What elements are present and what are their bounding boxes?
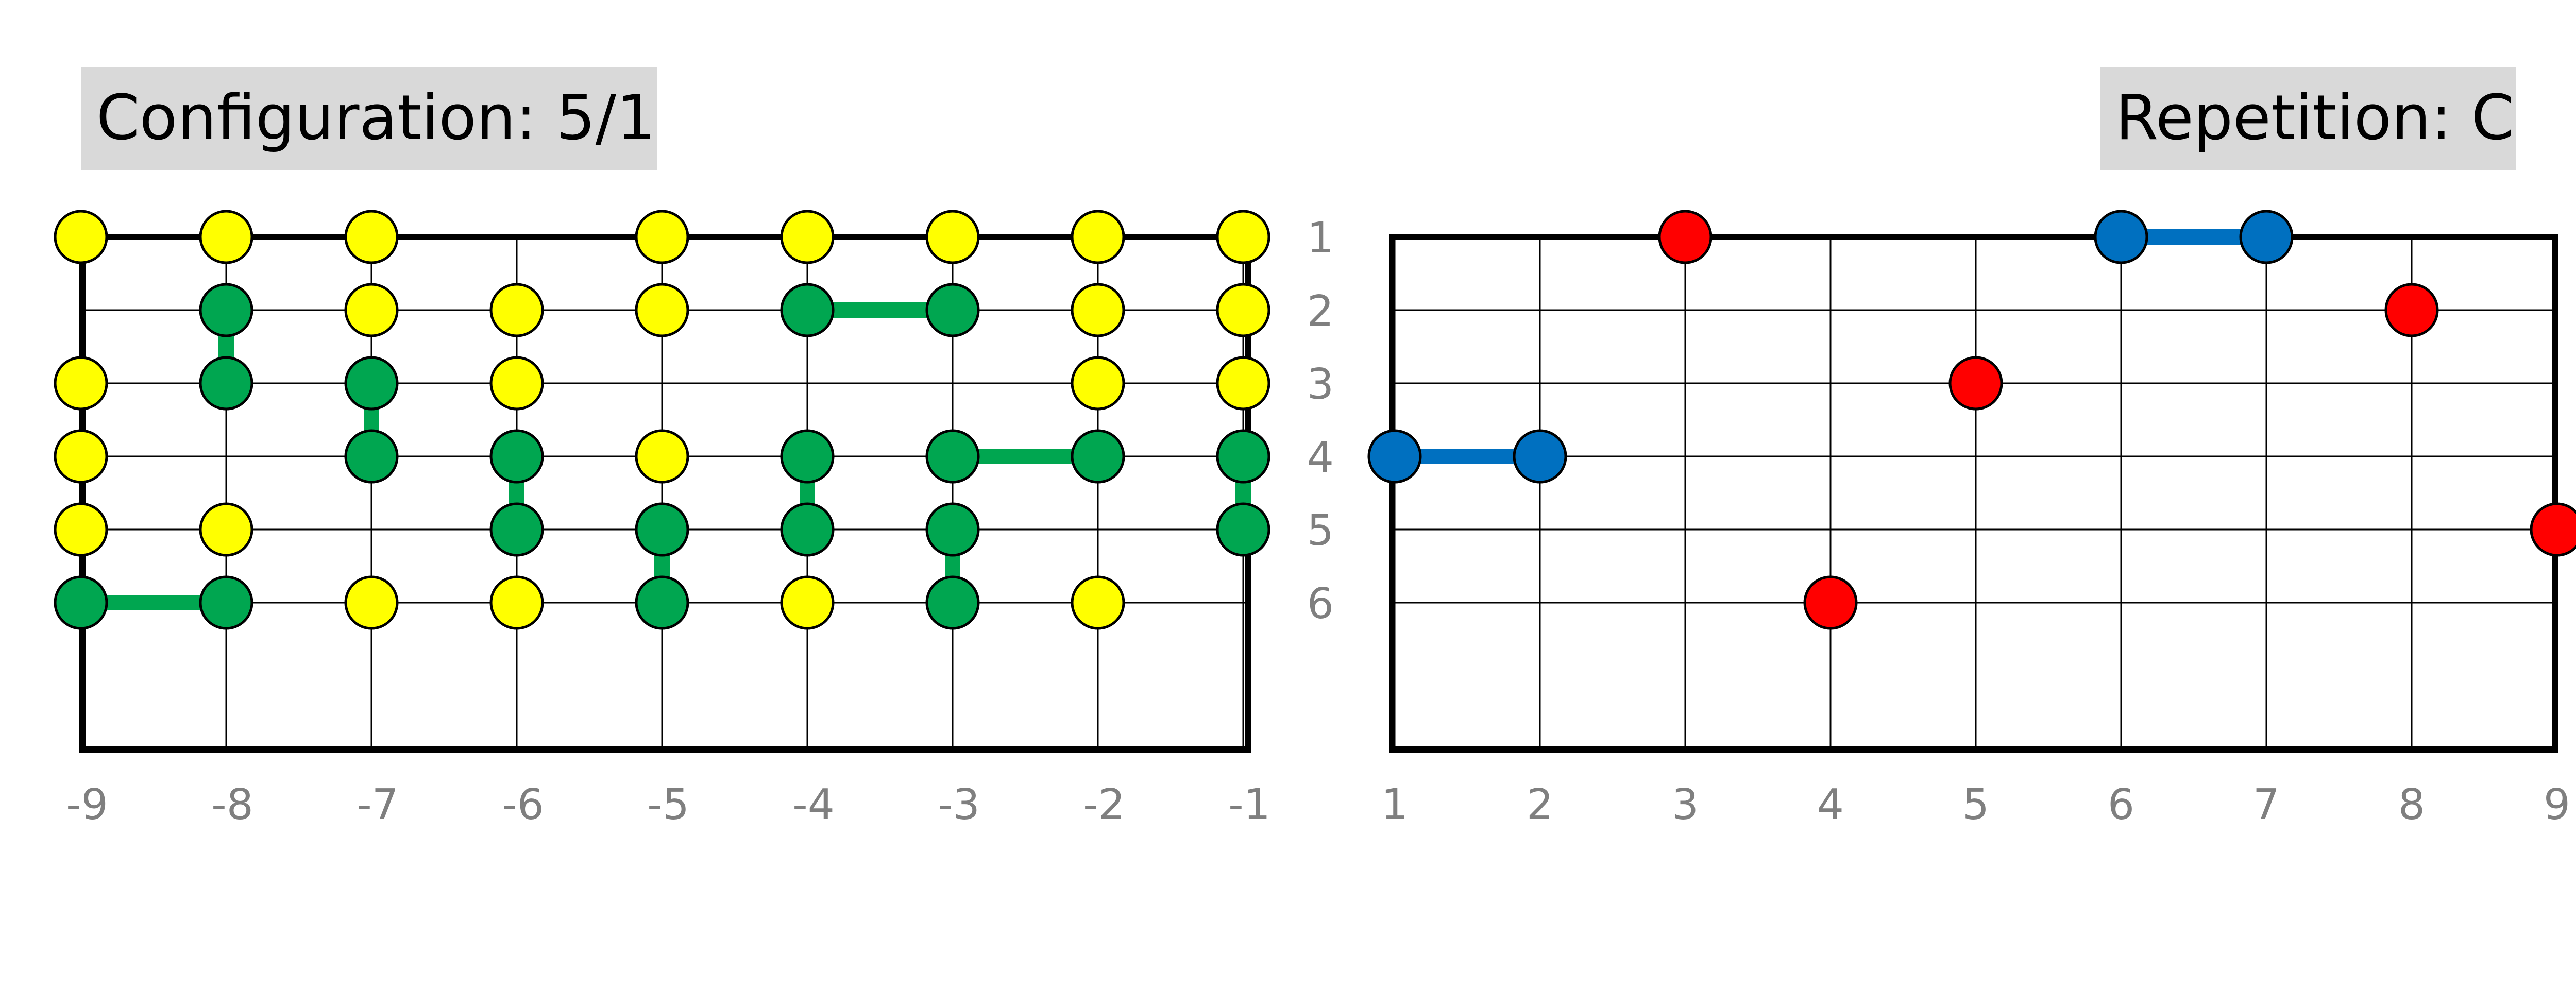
left-node-green	[1216, 429, 1270, 484]
left-column-label: -3	[938, 780, 980, 829]
right-frame	[1389, 234, 2558, 753]
right-column-label: 1	[1381, 780, 1408, 829]
left-column-label: -7	[357, 780, 399, 829]
left-node-yellow	[635, 429, 689, 484]
right-node-red	[1948, 356, 2003, 411]
left-node-yellow	[489, 283, 544, 337]
left-node-green	[635, 575, 689, 630]
left-node-yellow	[1216, 283, 1270, 337]
right-node-red	[1803, 575, 1858, 630]
row-label: 4	[1307, 433, 1334, 482]
left-node-yellow	[1216, 210, 1270, 264]
configuration-label: Configuration: 5/1	[81, 67, 657, 170]
left-node-green	[344, 356, 399, 411]
left-node-yellow	[199, 210, 253, 264]
left-node-yellow	[1216, 356, 1270, 411]
right-node-blue	[1367, 429, 1422, 484]
left-node-yellow	[635, 210, 689, 264]
left-node-yellow	[1071, 283, 1125, 337]
right-column-label: 8	[2398, 780, 2425, 829]
left-node-yellow	[344, 283, 399, 337]
right-node-red	[2530, 502, 2576, 557]
left-node-green	[925, 429, 980, 484]
right-node-blue	[2094, 210, 2148, 264]
left-node-yellow	[925, 210, 980, 264]
left-node-green	[780, 429, 835, 484]
left-node-yellow	[489, 356, 544, 411]
right-node-red	[1658, 210, 1713, 264]
row-label: 5	[1307, 506, 1334, 555]
left-node-green	[489, 429, 544, 484]
left-column-label: -6	[502, 780, 544, 829]
left-grid-panel: -9 -8 -7 -6 -5 -4 -3 -2 -1	[54, 210, 1270, 829]
right-node-blue	[2239, 210, 2294, 264]
row-label: 3	[1307, 360, 1334, 409]
right-node-blue	[1513, 429, 1567, 484]
left-node-yellow	[54, 210, 108, 264]
row-label: 2	[1307, 287, 1334, 336]
left-column-label: -9	[66, 780, 108, 829]
right-column-label: 6	[2108, 780, 2134, 829]
left-node-green	[54, 575, 108, 630]
left-node-green	[925, 283, 980, 337]
left-column-label: -4	[792, 780, 835, 829]
left-column-label: -2	[1083, 780, 1125, 829]
left-node-green	[1071, 429, 1125, 484]
left-node-green	[780, 283, 835, 337]
left-node-yellow	[1071, 575, 1125, 630]
right-column-label: 5	[1962, 780, 1989, 829]
left-node-green	[199, 575, 253, 630]
right-column-label: 7	[2253, 780, 2280, 829]
left-node-yellow	[54, 356, 108, 411]
left-node-green	[635, 502, 689, 557]
left-node-green	[489, 502, 544, 557]
left-node-green	[925, 502, 980, 557]
left-node-yellow	[1071, 210, 1125, 264]
left-column-label: -1	[1228, 780, 1270, 829]
left-node-green	[199, 283, 253, 337]
row-labels: 1 2 3 4 5 6	[1307, 214, 1334, 628]
left-column-label: -8	[211, 780, 253, 829]
left-column-label: -5	[647, 780, 689, 829]
left-node-yellow	[54, 429, 108, 484]
row-label: 1	[1307, 214, 1334, 263]
right-grid-panel: 1 2 3 4 5 6 7 8 9	[1367, 210, 2576, 829]
right-column-label: 4	[1817, 780, 1844, 829]
left-node-yellow	[780, 575, 835, 630]
left-node-green	[780, 502, 835, 557]
left-node-yellow	[344, 210, 399, 264]
left-node-yellow	[199, 502, 253, 557]
repetition-label: Repetition: C	[2100, 67, 2516, 170]
left-node-yellow	[344, 575, 399, 630]
row-label: 6	[1307, 579, 1334, 628]
right-column-label: 2	[1527, 780, 1553, 829]
left-node-yellow	[780, 210, 835, 264]
left-node-yellow	[489, 575, 544, 630]
left-node-green	[199, 356, 253, 411]
left-node-yellow	[1071, 356, 1125, 411]
right-column-label: 9	[2544, 780, 2570, 829]
left-node-yellow	[54, 502, 108, 557]
left-node-green	[344, 429, 399, 484]
left-node-green	[1216, 502, 1270, 557]
left-node-green	[925, 575, 980, 630]
right-node-red	[2384, 283, 2439, 337]
right-column-label: 3	[1672, 780, 1699, 829]
left-node-yellow	[635, 283, 689, 337]
